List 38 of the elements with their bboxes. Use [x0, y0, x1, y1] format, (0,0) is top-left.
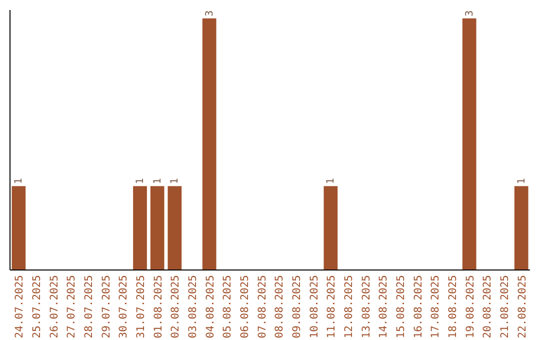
x-tick-label: 30.07.2025: [118, 275, 130, 338]
x-tick-label: 07.08.2025: [256, 275, 268, 338]
x-tick-label: 27.07.2025: [66, 275, 78, 338]
x-tick-label: 22.08.2025: [516, 275, 528, 338]
x-tick-label: 19.08.2025: [464, 275, 476, 338]
x-tick-label: 24.07.2025: [14, 275, 26, 338]
data-label: 3: [204, 10, 216, 16]
x-tick-label: 03.08.2025: [187, 275, 199, 338]
data-label: 1: [14, 178, 25, 184]
x-tick-label: 10.08.2025: [308, 275, 320, 338]
x-tick-label: 05.08.2025: [222, 275, 234, 338]
data-label: 1: [326, 178, 337, 184]
data-label: 1: [135, 178, 146, 184]
x-tick-label: 09.08.2025: [291, 275, 303, 338]
x-tick-label: 28.07.2025: [83, 275, 95, 338]
x-tick-label: 20.08.2025: [482, 275, 494, 338]
x-tick-label: 26.07.2025: [48, 275, 60, 338]
x-tick-label: 14.08.2025: [378, 275, 390, 338]
x-tick-label: 11.08.2025: [326, 275, 338, 338]
x-tick-label: 01.08.2025: [152, 275, 164, 338]
x-tick-label: 06.08.2025: [239, 275, 251, 338]
x-tick-label: 02.08.2025: [170, 275, 182, 338]
x-tick-label: 04.08.2025: [204, 275, 216, 338]
x-tick-label: 13.08.2025: [360, 275, 372, 338]
x-tick-label: 25.07.2025: [31, 275, 43, 338]
x-tick-label: 31.07.2025: [135, 275, 147, 338]
data-label: 3: [464, 10, 476, 16]
data-label: 1: [170, 178, 181, 184]
x-tick-label: 17.08.2025: [430, 275, 442, 338]
x-tick-label: 15.08.2025: [395, 275, 407, 338]
x-tick-label: 16.08.2025: [412, 275, 424, 338]
x-tick-label: 18.08.2025: [447, 275, 459, 338]
x-tick-label: 08.08.2025: [274, 275, 286, 338]
x-tick-label: 12.08.2025: [343, 275, 355, 338]
x-tick-label: 21.08.2025: [499, 275, 511, 338]
x-tick-label: 29.07.2025: [100, 275, 112, 338]
data-label: 1: [516, 178, 528, 184]
data-label: 1: [152, 178, 164, 184]
